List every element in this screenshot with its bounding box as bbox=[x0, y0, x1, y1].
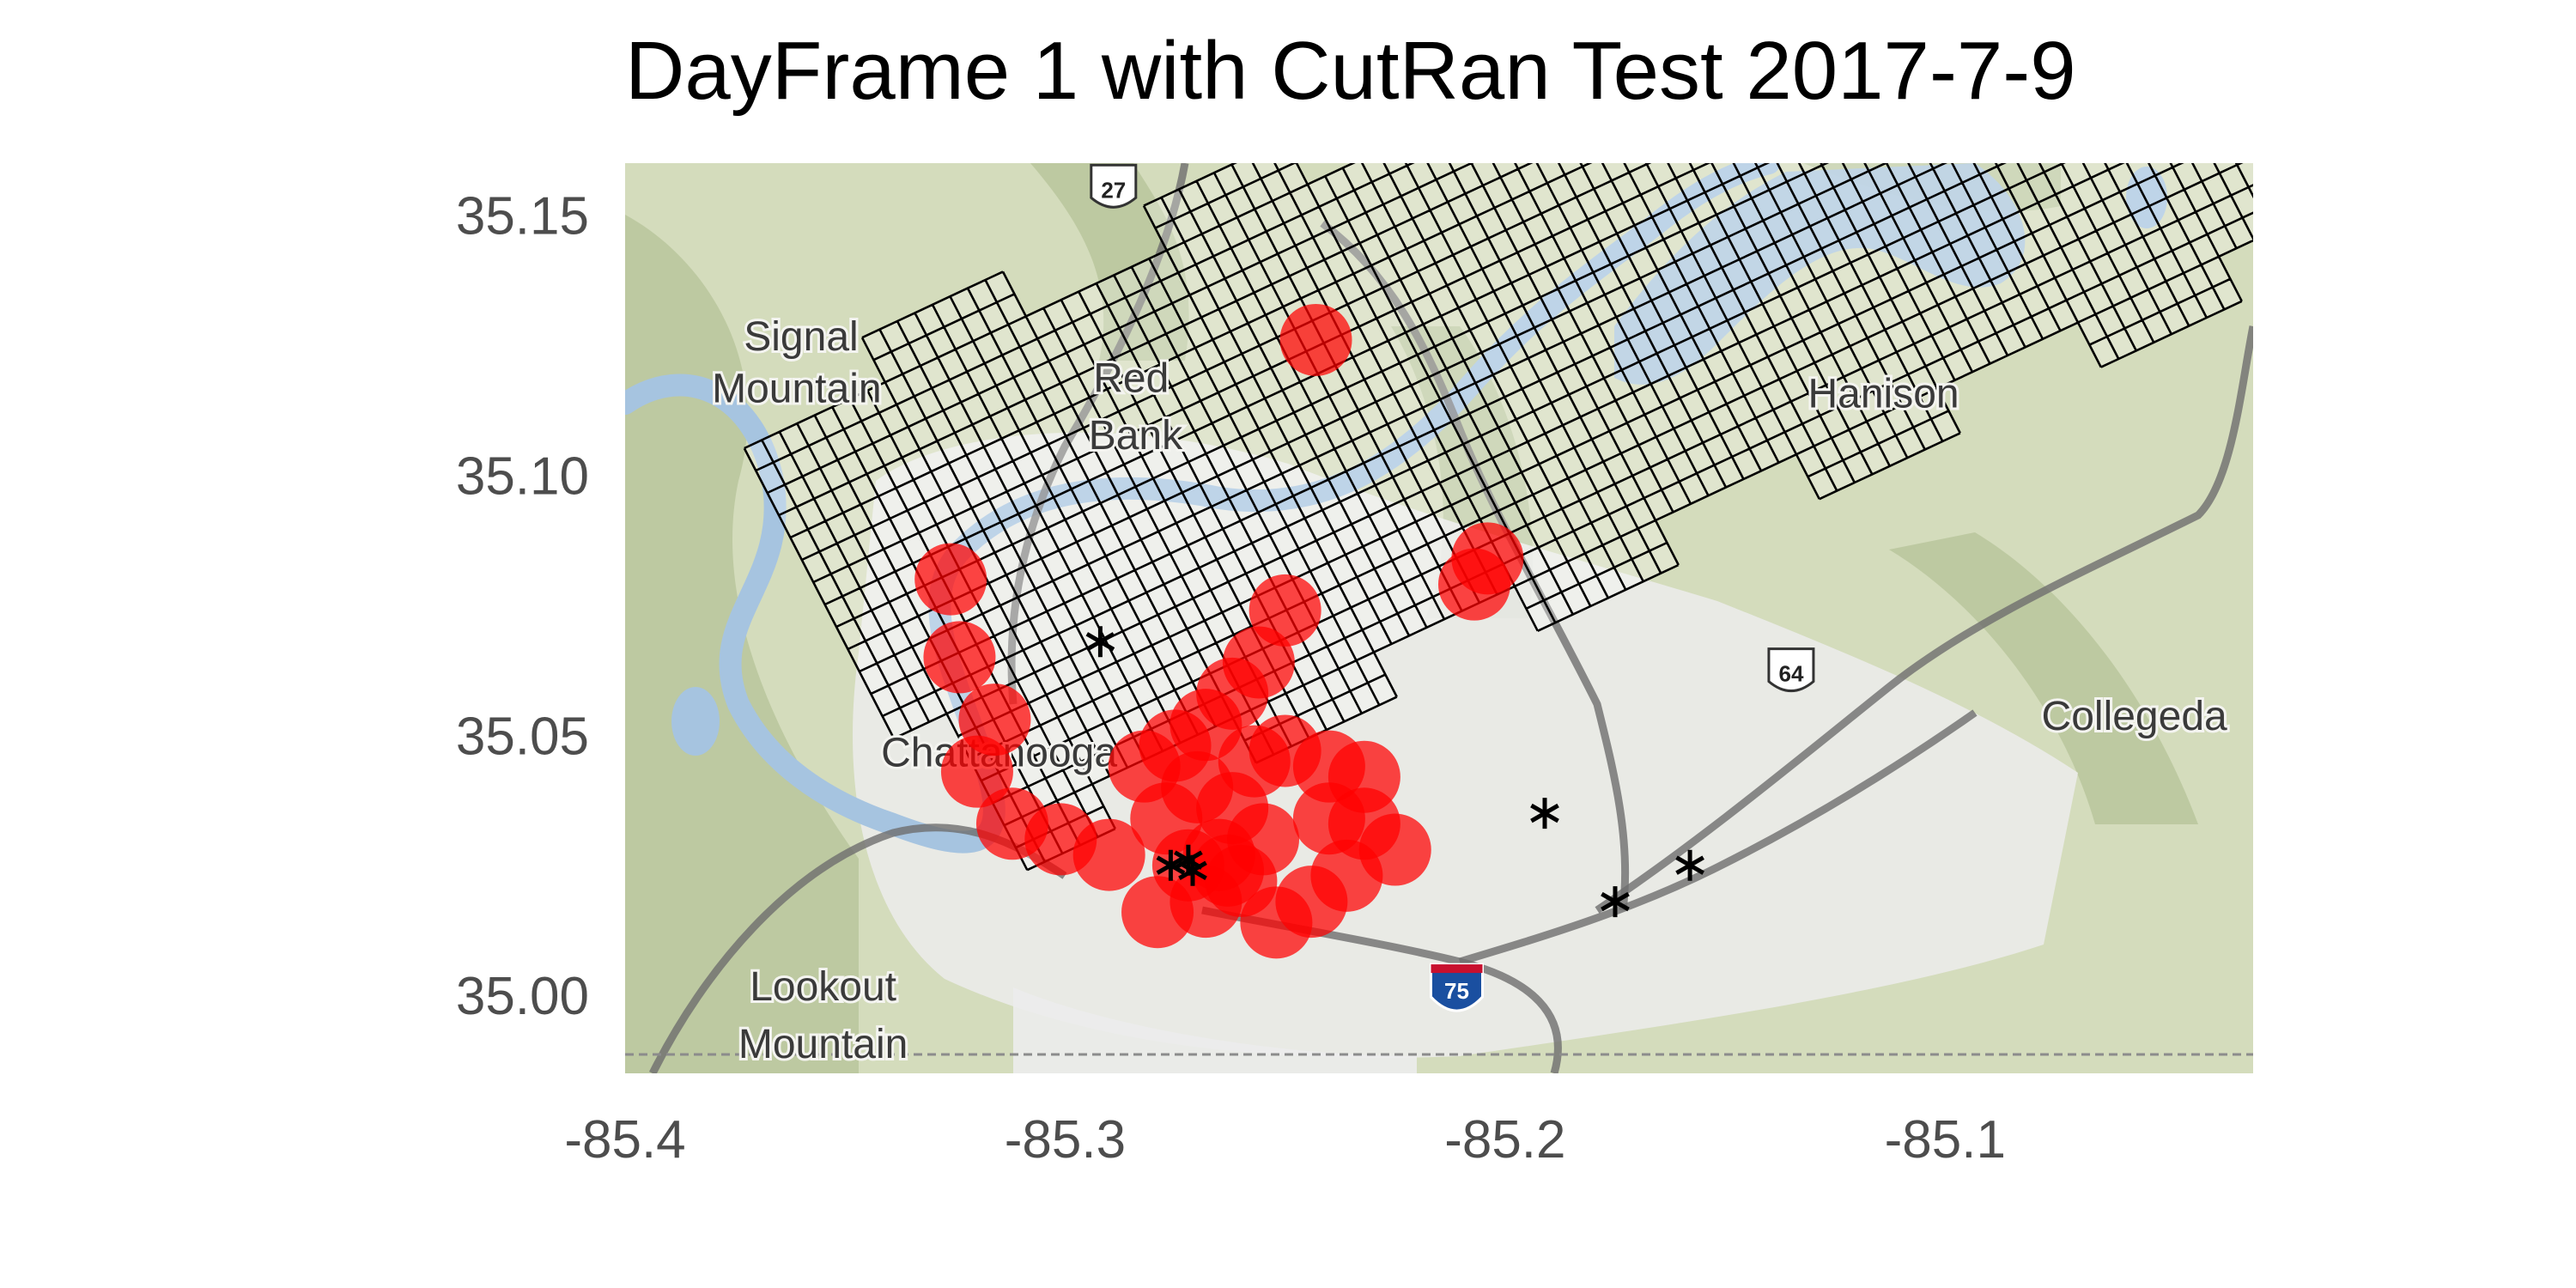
shield-label: 75 bbox=[1444, 978, 1469, 1004]
asterisk-marker bbox=[1178, 854, 1207, 886]
y-tick-label: 35.00 bbox=[456, 967, 589, 1026]
asterisk-marker bbox=[1156, 849, 1186, 881]
urban-area bbox=[1013, 987, 1417, 1073]
data-point bbox=[1437, 548, 1510, 621]
pond bbox=[671, 687, 720, 756]
shield-label: 27 bbox=[1101, 177, 1126, 203]
data-point bbox=[940, 735, 1013, 808]
asterisk-marker bbox=[1601, 886, 1630, 918]
terrain-ridge bbox=[1889, 532, 2198, 824]
data-point bbox=[1279, 303, 1352, 376]
map-panel: SignalMountainRedBankHanisonChattanoogaC… bbox=[625, 163, 2253, 1073]
y-axis: 35.00 35.05 35.10 35.15 bbox=[456, 187, 589, 1027]
place-label: Red bbox=[1093, 356, 1169, 402]
place-label: Lookout bbox=[750, 964, 896, 1010]
data-point bbox=[1249, 574, 1321, 647]
route-shield-icon: 27 bbox=[1090, 163, 1138, 209]
y-tick-label: 35.15 bbox=[456, 187, 589, 246]
terrain-ridge bbox=[1030, 163, 1189, 361]
x-tick-label: -85.2 bbox=[1444, 1110, 1565, 1170]
lake bbox=[1614, 163, 2026, 385]
place-label: Signal bbox=[744, 314, 858, 360]
road bbox=[1595, 325, 2253, 914]
place-label: Mountain bbox=[738, 1022, 908, 1067]
grid-cells bbox=[744, 163, 2253, 871]
asterisk-markers bbox=[1085, 626, 1704, 918]
shield-label: 64 bbox=[1778, 661, 1803, 687]
data-point bbox=[1072, 818, 1145, 891]
x-axis: -85.4 -85.3 -85.2 -85.1 bbox=[564, 1110, 2006, 1170]
interstate-shield-icon: 75 bbox=[1430, 963, 1484, 1012]
data-point bbox=[914, 543, 987, 616]
y-tick-label: 35.10 bbox=[456, 447, 589, 506]
asterisk-marker bbox=[1530, 798, 1559, 829]
y-tick-label: 35.05 bbox=[456, 707, 589, 766]
asterisk-marker bbox=[1085, 626, 1115, 658]
place-label: Collegeda bbox=[2042, 694, 2227, 739]
place-label: Bank bbox=[1089, 413, 1183, 459]
x-tick-label: -85.4 bbox=[564, 1110, 685, 1170]
place-labels: SignalMountainRedBankHanisonChattanoogaC… bbox=[709, 163, 2230, 1070]
data-point bbox=[1192, 834, 1265, 907]
plot-title: DayFrame 1 with CutRan Test 2017-7-9 bbox=[625, 25, 2076, 117]
data-point bbox=[923, 621, 996, 694]
place-label: Hanison bbox=[1808, 372, 1959, 417]
road bbox=[1007, 163, 1189, 705]
x-tick-label: -85.3 bbox=[1005, 1110, 1126, 1170]
road bbox=[1458, 709, 1978, 966]
place-label: Mountain bbox=[712, 367, 881, 412]
data-point bbox=[1218, 725, 1291, 798]
route-shield-icon: 64 bbox=[1767, 647, 1815, 693]
data-point bbox=[1327, 740, 1400, 813]
data-point bbox=[1358, 813, 1431, 886]
x-tick-label: -85.1 bbox=[1885, 1110, 2006, 1170]
asterisk-marker bbox=[1675, 849, 1704, 881]
data-points bbox=[914, 303, 1524, 959]
